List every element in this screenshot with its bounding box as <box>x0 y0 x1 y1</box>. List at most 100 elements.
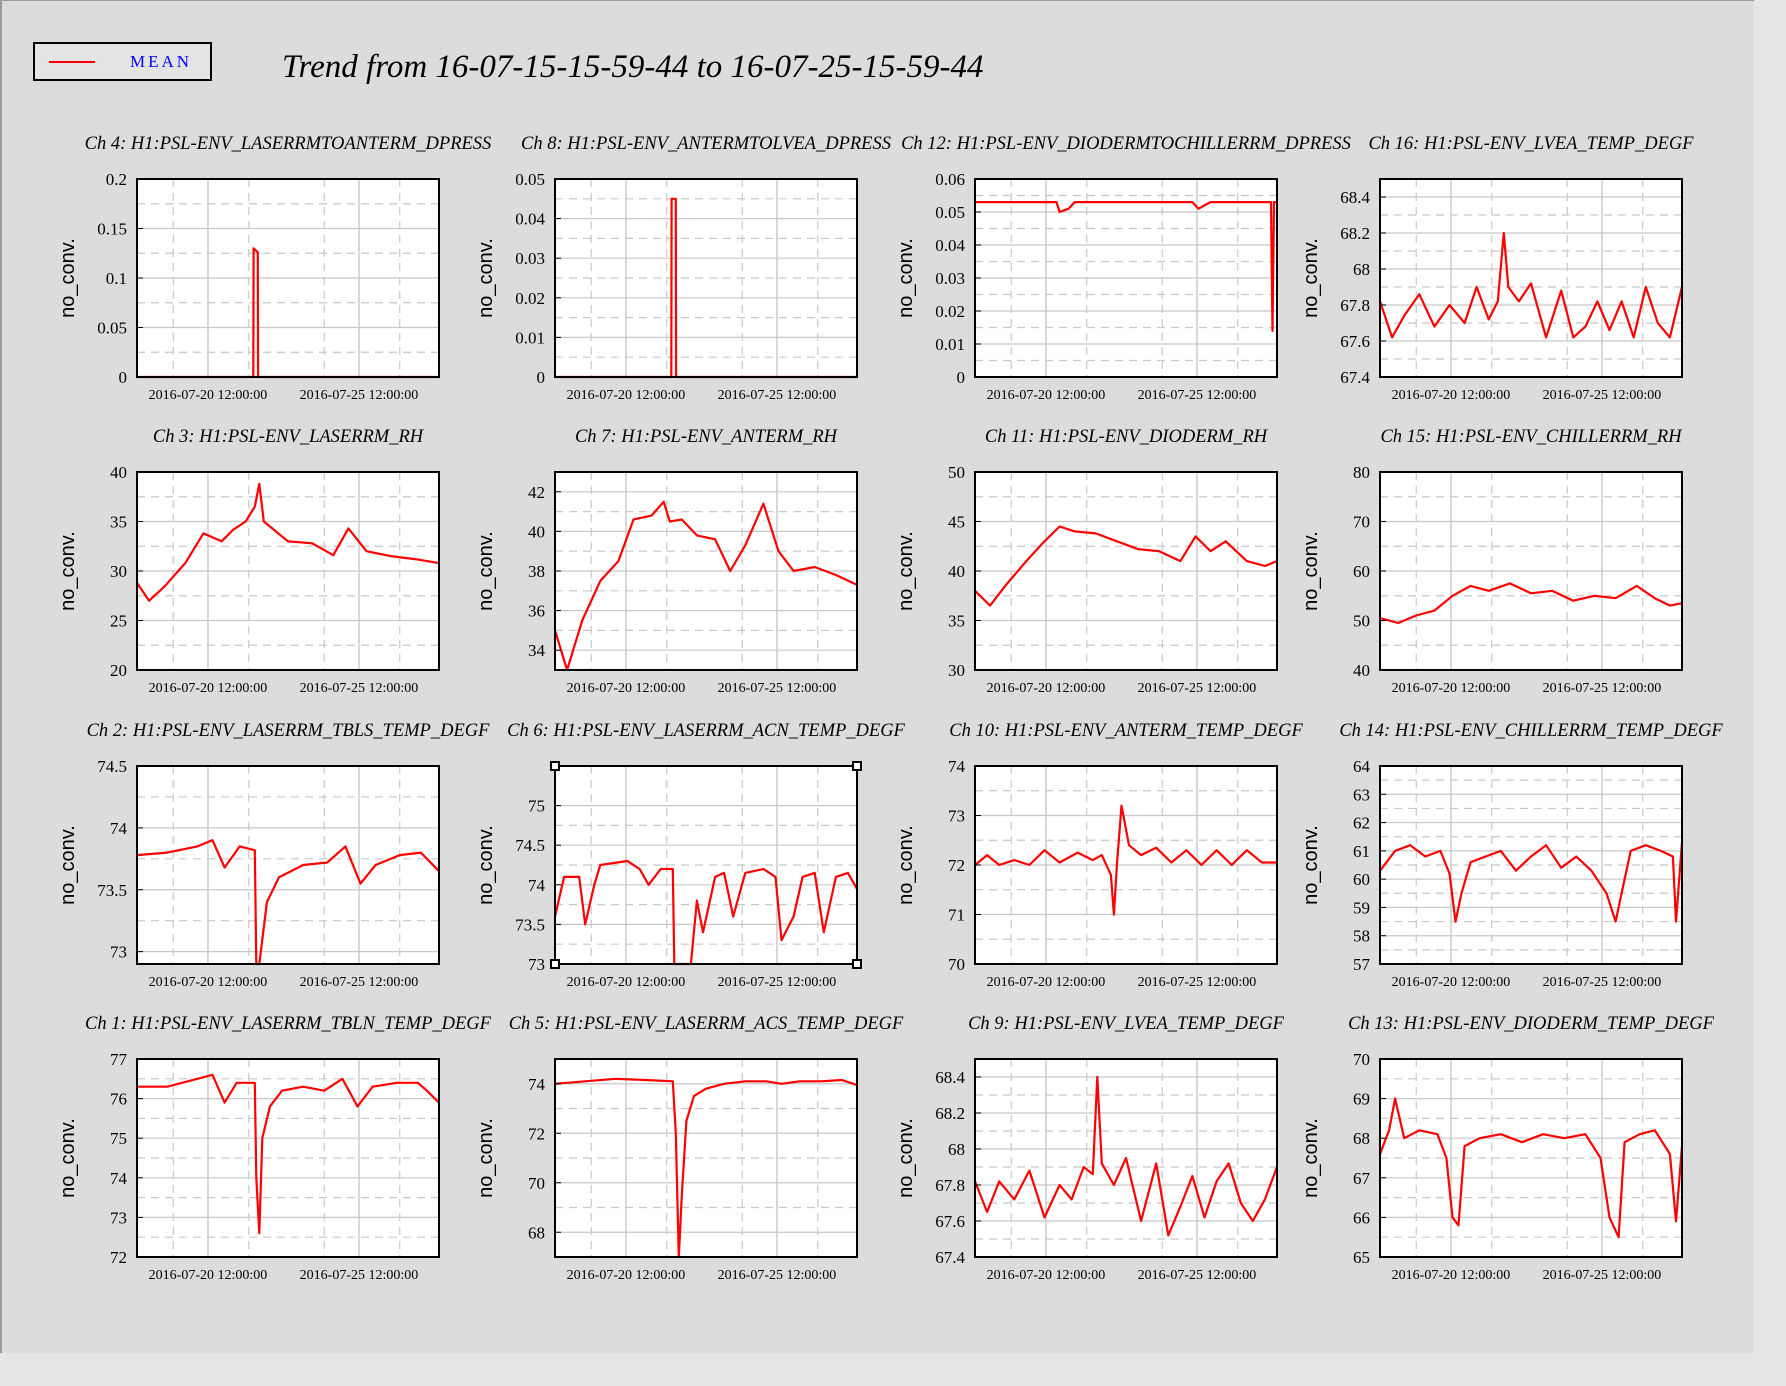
chart-1: Ch 8: H1:PSL-ENV_ANTERMTOLVEA_DPRESS 0 0.0… <box>475 134 891 403</box>
x-tick-label: 2016-07-25 12:00:00 <box>1543 388 1662 403</box>
x-tick-label: 2016-07-25 12:00:00 <box>718 681 837 696</box>
series-mean-line <box>554 1077 858 1259</box>
plot-area <box>1380 766 1682 964</box>
x-tick-label: 2016-07-25 12:00:00 <box>300 681 419 696</box>
y-tick-label: 59 <box>1353 898 1370 917</box>
y-axis-label: no_conv. <box>895 531 917 611</box>
y-tick-label: 0.03 <box>935 269 965 288</box>
y-tick-label: 61 <box>1353 842 1370 861</box>
y-tick-label: 30 <box>110 562 127 581</box>
y-tick-label: 0.06 <box>935 170 965 189</box>
x-tick-label: 2016-07-20 12:00:00 <box>1392 975 1511 990</box>
y-axis-label: no_conv. <box>475 238 497 318</box>
selection-handle[interactable] <box>550 761 560 771</box>
selection-handle[interactable] <box>852 959 862 969</box>
y-axis-label: no_conv. <box>1300 238 1322 318</box>
y-tick-label: 40 <box>948 562 965 581</box>
y-tick-label: 77 <box>110 1050 128 1069</box>
y-tick-label: 60 <box>1353 562 1370 581</box>
plot-frame <box>1379 765 1683 965</box>
y-tick-label: 20 <box>110 661 127 680</box>
legend-box: MEAN <box>33 42 212 81</box>
x-tick-label: 2016-07-20 12:00:00 <box>567 1268 686 1283</box>
chart-9: Ch 6: H1:PSL-ENV_LASERRM_ACN_TEMP_DEGF 73… <box>475 721 906 990</box>
y-tick-label: 25 <box>110 612 127 631</box>
chart-title: Ch 1: H1:PSL-ENV_LASERRM_TBLN_TEMP_DEGF <box>85 1014 492 1034</box>
y-tick-label: 50 <box>1353 612 1370 631</box>
selection-handle[interactable] <box>852 761 862 771</box>
y-tick-label: 40 <box>1353 661 1370 680</box>
y-tick-label: 74 <box>528 1075 546 1094</box>
y-tick-label: 74 <box>110 819 128 838</box>
y-tick-label: 0.02 <box>515 289 545 308</box>
plot-frame <box>554 765 858 965</box>
x-tick-label: 2016-07-20 12:00:00 <box>987 975 1106 990</box>
chart-title: Ch 15: H1:PSL-ENV_CHILLERRM_RH <box>1380 427 1683 447</box>
series-mean-line <box>137 1073 440 1235</box>
y-tick-label: 42 <box>528 483 545 502</box>
chart-title: Ch 11: H1:PSL-ENV_DIODERM_RH <box>985 427 1269 447</box>
y-tick-label: 0.03 <box>515 249 545 268</box>
chart-title: Ch 9: H1:PSL-ENV_LVEA_TEMP_DEGF <box>968 1014 1285 1034</box>
y-tick-label: 67.4 <box>935 1248 965 1267</box>
x-tick-label: 2016-07-20 12:00:00 <box>149 975 268 990</box>
y-tick-label: 74 <box>528 876 546 895</box>
series-mean-line <box>553 500 858 672</box>
y-tick-label: 74 <box>110 1169 128 1188</box>
y-tick-label: 64 <box>1353 757 1371 776</box>
series-mean-line <box>136 482 440 602</box>
plot-area <box>137 1059 439 1257</box>
chart-0: Ch 4: H1:PSL-ENV_LASERRMTOANTERM_DPRESS 0… <box>57 134 491 403</box>
y-tick-label: 60 <box>1353 870 1370 889</box>
y-tick-label: 73.5 <box>97 881 127 900</box>
y-tick-label: 45 <box>948 513 965 532</box>
y-tick-label: 63 <box>1353 785 1370 804</box>
y-tick-label: 67 <box>1353 1169 1371 1188</box>
y-tick-label: 68.4 <box>935 1068 965 1087</box>
y-tick-label: 0 <box>537 368 546 387</box>
x-tick-label: 2016-07-25 12:00:00 <box>1138 1268 1257 1283</box>
x-tick-label: 2016-07-25 12:00:00 <box>300 975 419 990</box>
y-axis-label: no_conv. <box>1300 1118 1322 1198</box>
y-tick-label: 67.4 <box>1340 368 1370 387</box>
y-axis-label: no_conv. <box>475 1118 497 1198</box>
y-tick-label: 57 <box>1353 955 1371 974</box>
chart-12: Ch 1: H1:PSL-ENV_LASERRM_TBLN_TEMP_DEGF 7… <box>57 1014 492 1283</box>
y-tick-label: 35 <box>948 612 965 631</box>
y-tick-label: 72 <box>528 1124 545 1143</box>
legend-label: MEAN <box>130 52 193 71</box>
y-tick-label: 40 <box>110 463 127 482</box>
chart-13: Ch 5: H1:PSL-ENV_LASERRM_ACS_TEMP_DEGF 68… <box>475 1014 904 1283</box>
chart-6: Ch 11: H1:PSL-ENV_DIODERM_RH 30 35 40 45 50 20… <box>895 427 1278 696</box>
x-tick-label: 2016-07-20 12:00:00 <box>567 975 686 990</box>
y-tick-label: 62 <box>1353 814 1370 833</box>
x-tick-label: 2016-07-20 12:00:00 <box>567 681 686 696</box>
x-tick-label: 2016-07-25 12:00:00 <box>718 975 837 990</box>
y-tick-label: 75 <box>528 797 545 816</box>
chart-15: Ch 13: H1:PSL-ENV_DIODERM_TEMP_DEGF 65 66 6… <box>1300 1014 1715 1283</box>
y-tick-label: 67.8 <box>1340 296 1370 315</box>
chart-title: Ch 7: H1:PSL-ENV_ANTERM_RH <box>575 427 839 447</box>
y-tick-label: 75 <box>110 1129 127 1148</box>
y-tick-label: 0 <box>957 368 966 387</box>
y-tick-label: 65 <box>1353 1248 1370 1267</box>
y-tick-label: 74 <box>948 757 966 776</box>
chart-title: Ch 13: H1:PSL-ENV_DIODERM_TEMP_DEGF <box>1348 1014 1715 1034</box>
y-tick-label: 0.05 <box>97 319 127 338</box>
y-axis-label: no_conv. <box>57 1118 79 1198</box>
y-axis-label: no_conv. <box>57 238 79 318</box>
plot-area <box>137 766 439 964</box>
y-tick-label: 72 <box>110 1248 127 1267</box>
y-tick-label: 0.01 <box>935 335 965 354</box>
selection-handle[interactable] <box>550 959 560 969</box>
y-tick-label: 38 <box>528 562 545 581</box>
series-mean-line <box>1379 842 1684 923</box>
y-tick-label: 67.8 <box>935 1176 965 1195</box>
y-tick-label: 0.05 <box>935 203 965 222</box>
chart-title: Ch 3: H1:PSL-ENV_LASERRM_RH <box>153 427 425 447</box>
plot-frame <box>554 1058 858 1258</box>
y-tick-label: 0.04 <box>935 236 965 255</box>
x-tick-label: 2016-07-25 12:00:00 <box>718 388 837 403</box>
y-axis-label: no_conv. <box>475 825 497 905</box>
chart-title: Ch 8: H1:PSL-ENV_ANTERMTOLVEA_DPRESS <box>521 134 891 154</box>
